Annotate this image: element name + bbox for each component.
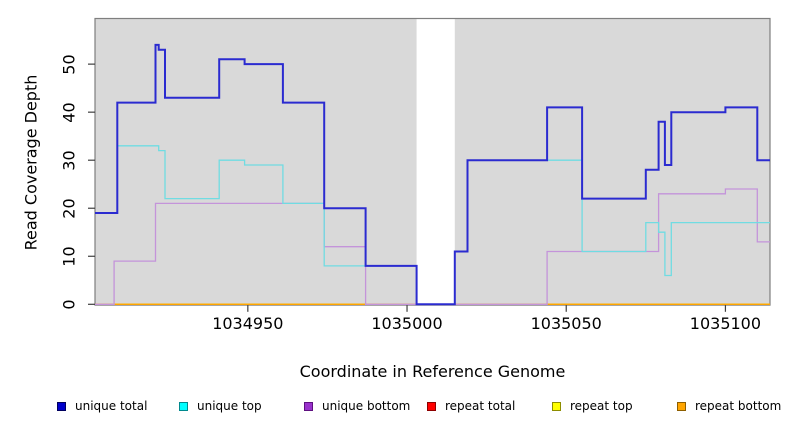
- plot-background: [95, 18, 417, 306]
- x-tick-label: 1035000: [371, 314, 443, 333]
- x-tick-label: 1034950: [212, 314, 284, 333]
- y-axis-title: Read Coverage Depth: [21, 74, 41, 251]
- y-tick-label: 40: [59, 101, 79, 123]
- y-tick-label: 30: [59, 150, 79, 171]
- plot-background: [454, 18, 770, 306]
- x-axis-title: Coordinate in Reference Genome: [299, 362, 566, 381]
- y-tick-label: 50: [59, 53, 79, 75]
- y-tick-label: 10: [59, 246, 79, 267]
- y-tick-label: 20: [59, 198, 79, 219]
- y-tick-label: 0: [59, 299, 79, 310]
- x-tick-label: 1035100: [689, 314, 762, 333]
- series-line-unique-total: [95, 43, 770, 306]
- series-line-unique-bottom: [95, 188, 770, 305]
- x-tick-label: 1035050: [530, 314, 602, 333]
